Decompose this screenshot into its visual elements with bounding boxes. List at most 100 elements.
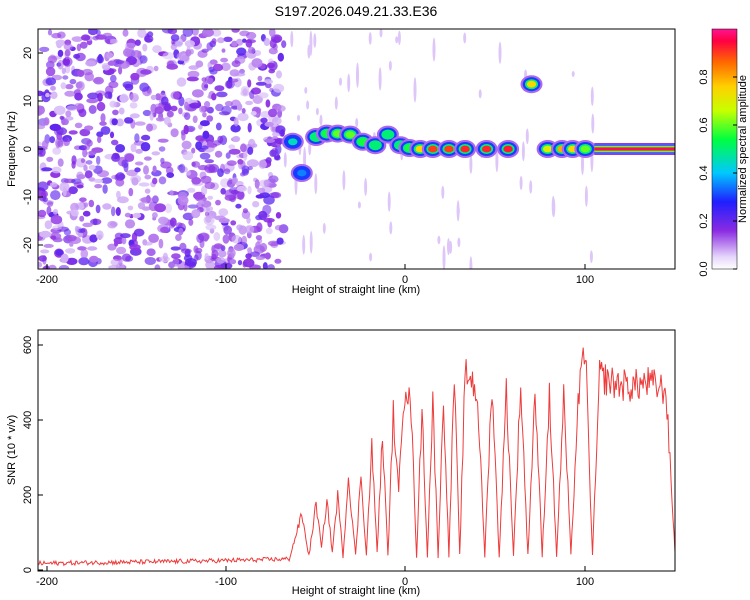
noise-blob bbox=[201, 81, 209, 91]
noise-blob bbox=[130, 175, 142, 183]
noise-streak bbox=[307, 44, 311, 59]
noise-blob bbox=[248, 46, 255, 54]
noise-blob bbox=[138, 182, 150, 187]
noise-blob bbox=[223, 168, 231, 175]
noise-blob bbox=[176, 52, 188, 62]
noise-blob bbox=[184, 101, 189, 111]
noise-blob bbox=[222, 234, 230, 244]
noise-blob bbox=[68, 186, 78, 195]
noise-blob bbox=[276, 70, 282, 79]
spec-xtick-label: -200 bbox=[36, 274, 58, 286]
noise-blob bbox=[215, 199, 221, 206]
noise-blob bbox=[115, 59, 125, 65]
noise-blob bbox=[55, 249, 64, 256]
noise-blob bbox=[49, 136, 55, 144]
noise-blob bbox=[86, 98, 99, 104]
colorbar-tick-label: 0.2 bbox=[698, 213, 710, 228]
noise-blob bbox=[79, 215, 85, 222]
noise-blob bbox=[202, 29, 214, 37]
spectrogram-noise bbox=[38, 29, 595, 269]
noise-blob bbox=[141, 196, 153, 204]
noise-blob bbox=[115, 207, 121, 216]
noise-blob bbox=[170, 105, 178, 112]
noise-blob bbox=[45, 66, 56, 77]
snr-x-ticks: -200 -100 0 100 bbox=[36, 566, 594, 588]
noise-blob bbox=[161, 29, 174, 34]
noise-blob bbox=[49, 123, 61, 131]
noise-blob bbox=[95, 204, 101, 214]
noise-blob bbox=[102, 203, 112, 210]
noise-blob bbox=[278, 129, 285, 137]
noise-blob bbox=[206, 115, 214, 122]
noise-blob bbox=[118, 107, 125, 115]
noise-blob bbox=[181, 131, 186, 141]
noise-streak bbox=[469, 154, 473, 174]
noise-blob bbox=[213, 264, 224, 269]
noise-blob bbox=[231, 234, 242, 244]
noise-blob bbox=[273, 36, 281, 44]
noise-blob bbox=[133, 228, 145, 237]
noise-blob bbox=[65, 234, 77, 242]
noise-blob bbox=[191, 29, 199, 36]
noise-blob bbox=[38, 90, 44, 97]
noise-blob bbox=[265, 157, 272, 164]
noise-blob bbox=[196, 233, 205, 243]
noise-blob bbox=[206, 141, 214, 148]
noise-blob bbox=[104, 91, 112, 99]
noise-blob bbox=[237, 159, 244, 165]
noise-blob bbox=[79, 128, 91, 137]
noise-blob bbox=[143, 165, 149, 175]
noise-blob bbox=[206, 106, 214, 114]
noise-blob bbox=[107, 60, 116, 66]
noise-blob bbox=[178, 96, 185, 107]
noise-blob bbox=[161, 96, 169, 106]
noise-blob bbox=[60, 253, 69, 263]
noise-blob bbox=[186, 76, 199, 82]
noise-blob bbox=[263, 37, 270, 47]
noise-blob bbox=[92, 218, 98, 226]
noise-blob bbox=[80, 158, 85, 164]
noise-streak bbox=[413, 77, 417, 103]
noise-blob bbox=[243, 151, 248, 161]
noise-blob bbox=[52, 208, 59, 215]
noise-blob bbox=[188, 218, 194, 226]
noise-blob bbox=[86, 246, 98, 251]
noise-blob bbox=[223, 225, 232, 235]
noise-streak bbox=[308, 142, 312, 156]
noise-blob bbox=[46, 206, 52, 216]
noise-blob bbox=[59, 115, 64, 120]
noise-blob bbox=[247, 79, 252, 88]
noise-blob bbox=[121, 253, 132, 262]
noise-blob bbox=[252, 201, 260, 208]
noise-streak bbox=[364, 178, 368, 196]
noise-blob bbox=[266, 62, 275, 69]
noise-blob bbox=[74, 92, 83, 101]
noise-blob bbox=[140, 69, 152, 75]
noise-blob bbox=[121, 236, 127, 245]
noise-blob bbox=[43, 117, 50, 126]
noise-blob bbox=[70, 202, 79, 212]
noise-blob bbox=[181, 140, 192, 150]
noise-blob bbox=[152, 45, 162, 54]
noise-blob bbox=[38, 261, 43, 268]
noise-blob bbox=[202, 112, 207, 118]
noise-blob bbox=[106, 52, 113, 59]
noise-blob bbox=[38, 145, 44, 155]
noise-blob bbox=[52, 225, 62, 231]
noise-blob bbox=[213, 232, 221, 241]
noise-blob bbox=[66, 257, 78, 265]
noise-blob bbox=[184, 258, 197, 267]
noise-blob bbox=[116, 190, 121, 199]
noise-blob bbox=[97, 170, 109, 178]
noise-blob bbox=[152, 195, 159, 204]
noise-blob bbox=[40, 190, 48, 198]
noise-blob bbox=[170, 43, 177, 51]
snr-xtick-label: -100 bbox=[215, 576, 237, 588]
spec-xtick-label: 100 bbox=[576, 274, 594, 286]
ridge-mark bbox=[297, 169, 307, 177]
noise-blob bbox=[148, 233, 160, 243]
noise-streak bbox=[521, 141, 525, 162]
noise-blob bbox=[109, 100, 117, 108]
noise-blob bbox=[142, 43, 148, 52]
noise-blob bbox=[51, 166, 62, 174]
